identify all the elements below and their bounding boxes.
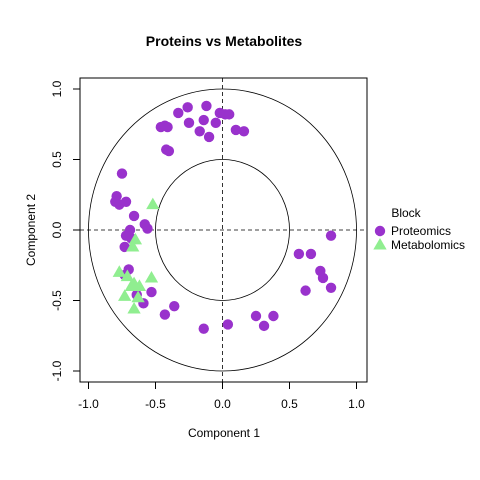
proteomics-point: [317, 272, 329, 284]
proteomics-point: [325, 282, 337, 294]
proteomics-point: [222, 319, 234, 330]
proteomics-point: [293, 248, 305, 260]
metabolomics-point: [118, 289, 132, 301]
metabolomics-point: [112, 265, 126, 277]
x-tick-label: -0.5: [145, 397, 166, 411]
proteomics-point: [238, 126, 250, 137]
y-tick-label: 1.0: [50, 80, 64, 97]
proteomics-point: [203, 131, 215, 143]
proteomics-point: [183, 117, 195, 129]
proteomics-point: [198, 323, 209, 334]
chart-title: Proteins vs Metabolites: [146, 33, 303, 49]
proteomics-point: [300, 285, 311, 296]
y-axis-label: Component 2: [24, 194, 38, 266]
proteomics-point: [120, 196, 132, 207]
proteomics-point: [159, 309, 171, 320]
proteomics-point: [201, 100, 212, 112]
proteomics-point: [268, 310, 279, 322]
proteomics-point: [305, 248, 317, 260]
y-tick-label: 0.5: [50, 151, 64, 168]
metabolomics-point: [120, 269, 135, 282]
data-points: [110, 100, 337, 334]
x-tick-label: 0.0: [214, 397, 231, 411]
x-tick-label: 1.0: [348, 397, 365, 411]
legend-proteomics-label: Proteomics: [391, 224, 451, 238]
proteomics-point: [194, 126, 205, 137]
legend-metabolomics-symbol: [373, 238, 387, 250]
y-tick-label: 0.0: [50, 221, 64, 238]
reference-circle-1: [155, 159, 290, 301]
metabolomics-point: [127, 301, 141, 314]
legend-title: Block: [391, 206, 421, 220]
proteomics-point: [224, 109, 235, 120]
y-tick-label: -1.0: [50, 360, 64, 381]
metabolomics-point: [146, 197, 160, 210]
reference-lines: [80, 78, 367, 382]
x-axis: -1.0 -0.5 0.0 0.5 1.0: [78, 381, 365, 411]
x-tick-label: -1.0: [78, 397, 99, 411]
proteomics-point: [116, 168, 128, 179]
legend-proteomics-symbol: [374, 225, 386, 237]
proteomics-point: [210, 117, 221, 129]
proteomics-point: [128, 210, 140, 222]
y-axis: -1.0 -0.5 0.0 0.5 1.0: [50, 80, 81, 381]
metabolomics-point: [131, 290, 145, 303]
proteomics-point: [250, 310, 262, 322]
proteomics-point: [230, 124, 242, 136]
proteomics-point: [258, 320, 270, 332]
proteomics-point: [142, 223, 153, 234]
x-tick-label: 0.5: [281, 397, 298, 411]
proteomics-point: [182, 102, 193, 113]
metabolomics-point: [132, 279, 147, 291]
proteomics-point: [198, 114, 209, 126]
metabolomics-point: [126, 239, 140, 252]
proteomics-point: [146, 286, 157, 298]
proteomics-point: [163, 145, 175, 157]
x-axis-label: Component 1: [188, 426, 260, 440]
y-tick-label: -0.5: [50, 290, 64, 311]
legend-metabolomics-label: Metabolomics: [391, 238, 465, 252]
proteomics-point: [325, 230, 337, 241]
metabolomics-point: [144, 270, 159, 283]
proteomics-point: [159, 120, 171, 131]
proteomics-point: [173, 107, 184, 119]
proteomics-point: [169, 300, 180, 312]
